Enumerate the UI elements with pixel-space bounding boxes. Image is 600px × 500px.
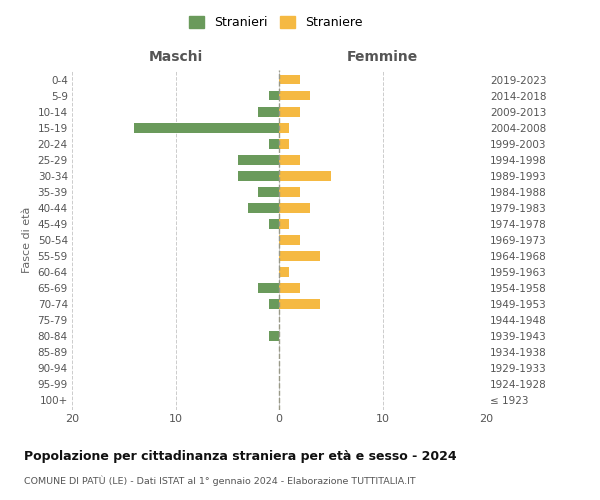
Bar (269, 139, 279, 148)
Bar (238, 171, 279, 180)
Bar (279, 107, 300, 117)
Bar (259, 187, 279, 196)
Y-axis label: Fasce di età: Fasce di età (22, 207, 32, 273)
Text: Femmine: Femmine (347, 50, 418, 64)
Bar (259, 284, 279, 293)
Bar (279, 203, 310, 212)
Bar (279, 187, 300, 196)
Bar (248, 203, 279, 212)
Bar (279, 75, 300, 85)
Bar (279, 91, 310, 101)
Bar (269, 219, 279, 229)
Bar (269, 332, 279, 341)
Bar (279, 284, 300, 293)
Bar (279, 268, 289, 277)
Bar (279, 139, 289, 148)
Bar (279, 123, 289, 132)
Bar (279, 155, 300, 164)
Bar (279, 251, 320, 261)
Bar (269, 91, 279, 101)
Bar (279, 235, 300, 245)
Bar (279, 300, 320, 309)
Bar (279, 219, 289, 229)
Bar (134, 123, 279, 132)
Bar (259, 107, 279, 117)
Text: Maschi: Maschi (148, 50, 203, 64)
Text: COMUNE DI PATÙ (LE) - Dati ISTAT al 1° gennaio 2024 - Elaborazione TUTTITALIA.IT: COMUNE DI PATÙ (LE) - Dati ISTAT al 1° g… (24, 475, 416, 486)
Legend: Stranieri, Straniere: Stranieri, Straniere (184, 11, 368, 34)
Text: Popolazione per cittadinanza straniera per età e sesso - 2024: Popolazione per cittadinanza straniera p… (24, 450, 457, 463)
Bar (279, 171, 331, 180)
Bar (238, 155, 279, 164)
Bar (269, 300, 279, 309)
